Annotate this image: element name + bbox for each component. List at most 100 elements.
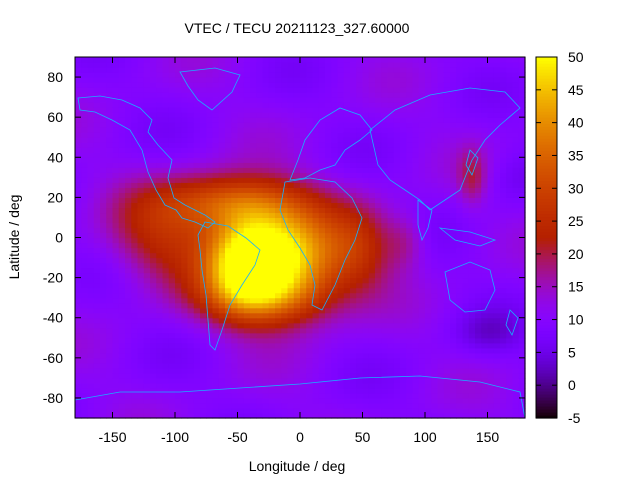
heatmap-cell — [112, 212, 120, 219]
heatmap-cell — [281, 147, 289, 153]
heatmap-cell — [287, 77, 295, 83]
heatmap-cell — [500, 142, 507, 148]
heatmap-cell — [137, 397, 145, 404]
heatmap-cell — [325, 272, 332, 279]
heatmap-cell — [475, 162, 482, 168]
heatmap-cell — [500, 132, 507, 138]
heatmap-cell — [275, 207, 282, 214]
heatmap-cell — [237, 187, 245, 193]
heatmap-cell — [81, 262, 89, 269]
heatmap-cell — [362, 62, 370, 68]
heatmap-cell — [350, 272, 357, 279]
heatmap-cell — [268, 187, 276, 193]
heatmap-cell — [318, 262, 326, 269]
heatmap-cell — [81, 272, 89, 279]
heatmap-cell — [212, 262, 220, 269]
heatmap-cell — [237, 172, 245, 178]
heatmap-cell — [243, 232, 251, 239]
heatmap-cell — [237, 402, 245, 409]
heatmap-cell — [462, 387, 470, 394]
heatmap-cell — [312, 337, 320, 344]
heatmap-cell — [156, 132, 164, 138]
heatmap-cell — [268, 102, 276, 108]
heatmap-cell — [143, 372, 151, 379]
heatmap-cell — [350, 397, 357, 404]
heatmap-cell — [187, 132, 195, 138]
heatmap-cell — [281, 132, 289, 138]
heatmap-cell — [500, 92, 507, 98]
heatmap-cell — [393, 77, 401, 83]
heatmap-cell — [400, 342, 407, 349]
heatmap-cell — [93, 77, 101, 83]
heatmap-cell — [187, 197, 195, 203]
heatmap-cell — [218, 157, 226, 163]
heatmap-cell — [312, 187, 320, 193]
heatmap-cell — [287, 402, 295, 409]
heatmap-cell — [243, 322, 251, 329]
heatmap-cell — [81, 207, 89, 214]
heatmap-cell — [181, 277, 189, 284]
heatmap-cell — [187, 217, 195, 224]
heatmap-cell — [481, 67, 489, 73]
heatmap-cell — [281, 312, 289, 319]
heatmap-cell — [468, 302, 476, 309]
heatmap-cell — [93, 287, 101, 294]
heatmap-cell — [137, 77, 145, 83]
heatmap-cell — [406, 82, 414, 88]
heatmap-cell — [275, 372, 282, 379]
heatmap-cell — [368, 407, 376, 414]
heatmap-cell — [200, 267, 207, 274]
heatmap-cell — [125, 152, 132, 158]
heatmap-cell — [368, 202, 376, 209]
heatmap-cell — [150, 397, 157, 404]
heatmap-cell — [131, 87, 139, 93]
heatmap-cell — [431, 117, 439, 123]
heatmap-cell — [287, 277, 295, 284]
heatmap-cell — [256, 342, 264, 349]
heatmap-cell — [506, 272, 514, 279]
heatmap-cell — [468, 237, 476, 244]
heatmap-cell — [262, 132, 270, 138]
heatmap-cell — [225, 152, 232, 158]
heatmap-cell — [318, 272, 326, 279]
heatmap-cell — [187, 177, 195, 183]
heatmap-cell — [381, 267, 389, 274]
heatmap-cell — [137, 132, 145, 138]
heatmap-cell — [443, 287, 451, 294]
heatmap-cell — [137, 157, 145, 163]
heatmap-cell — [200, 62, 207, 68]
heatmap-cell — [262, 212, 270, 219]
heatmap-cell — [412, 282, 420, 289]
heatmap-cell — [106, 267, 114, 274]
heatmap-cell — [437, 87, 445, 93]
heatmap-cell — [93, 152, 101, 158]
heatmap-cell — [331, 147, 339, 153]
heatmap-cell — [318, 377, 326, 384]
heatmap-cell — [418, 222, 426, 229]
heatmap-cell — [450, 192, 457, 198]
heatmap-cell — [468, 77, 476, 83]
heatmap-cell — [156, 302, 164, 309]
heatmap-cell — [93, 187, 101, 193]
heatmap-cell — [256, 82, 264, 88]
heatmap-cell — [125, 202, 132, 209]
heatmap-cell — [206, 312, 214, 319]
heatmap-cell — [312, 217, 320, 224]
heatmap-cell — [500, 72, 507, 78]
heatmap-cell — [256, 107, 264, 113]
heatmap-cell — [218, 412, 226, 419]
heatmap-cell — [381, 152, 389, 158]
heatmap-cell — [387, 307, 395, 314]
heatmap-cell — [475, 237, 482, 244]
heatmap-cell — [400, 167, 407, 173]
heatmap-cell — [100, 257, 107, 264]
heatmap-cell — [393, 117, 401, 123]
heatmap-cell — [481, 392, 489, 399]
heatmap-cell — [181, 322, 189, 329]
heatmap-cell — [275, 337, 282, 344]
heatmap-cell — [106, 197, 114, 203]
heatmap-cell — [331, 152, 339, 158]
heatmap-cell — [200, 92, 207, 98]
heatmap-cell — [443, 402, 451, 409]
heatmap-cell — [487, 272, 495, 279]
